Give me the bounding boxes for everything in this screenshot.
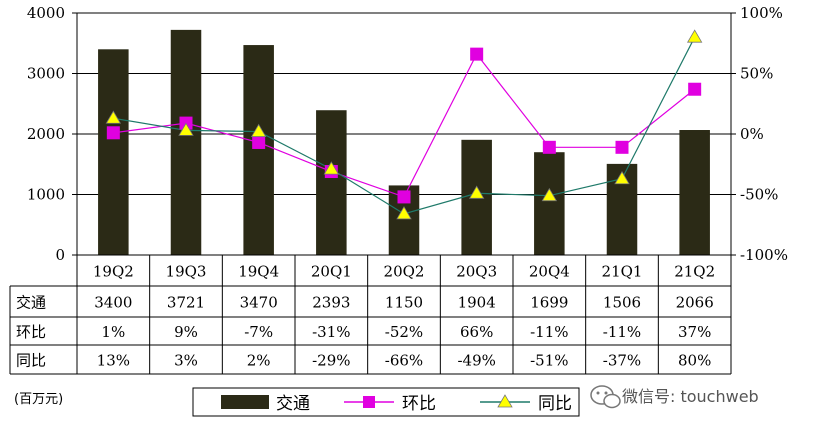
table-cell: 1% — [101, 323, 125, 341]
legend-swatch-square — [363, 396, 375, 408]
data-point-triangle — [468, 185, 485, 199]
table-cell: 2393 — [312, 294, 350, 312]
y-right-tick-label: 0% — [740, 125, 764, 143]
data-point-triangle — [178, 122, 194, 136]
x-tick-label: 20Q2 — [384, 263, 425, 281]
table-row-header: 环比 — [16, 323, 46, 341]
y-right-tick-label: 100% — [740, 4, 783, 22]
wechat-icon — [590, 385, 621, 409]
table-cell: 3470 — [240, 294, 278, 312]
table-cell: 2% — [247, 352, 271, 370]
x-tick-label: 20Q1 — [311, 263, 352, 281]
table-cell: 1699 — [530, 294, 568, 312]
legend-swatch-bar — [221, 395, 269, 409]
table-cell: 1506 — [603, 294, 641, 312]
data-point-square — [688, 82, 702, 96]
watermark: 微信号: touchweb — [590, 385, 759, 409]
data-point-triangle — [105, 110, 122, 124]
table-cell: 1904 — [458, 294, 496, 312]
table-cell: -11% — [603, 323, 641, 341]
unit-label: (百万元) — [14, 392, 63, 407]
y-left-tick-label: 1000 — [27, 186, 65, 204]
y-left-tick-label: 3000 — [27, 65, 65, 83]
table-row-header: 交通 — [16, 294, 46, 312]
legend-label: 交通 — [276, 394, 310, 414]
axes: 0 1000 2000 3000 4000 -100% -50% 0% 50% 100% — [27, 4, 788, 264]
x-tick-label: 21Q2 — [674, 263, 715, 281]
x-tick-label: 19Q3 — [166, 263, 207, 281]
data-point-square — [542, 140, 556, 154]
data-point-triangle — [396, 206, 412, 220]
table-cell: 3400 — [94, 294, 132, 312]
y-right-tick-label: -50% — [740, 186, 778, 204]
x-tick-label: 20Q4 — [529, 263, 570, 281]
data-point-triangle — [323, 161, 340, 175]
bar — [534, 152, 565, 255]
table-cell: 13% — [97, 352, 130, 370]
line-series — [105, 29, 703, 220]
data-point-square — [252, 135, 266, 149]
y-left-tick-label: 2000 — [27, 125, 65, 143]
data-point-square — [106, 126, 120, 140]
data-point-triangle — [686, 29, 703, 43]
data-point-square — [615, 140, 629, 154]
bar — [98, 49, 129, 255]
table-cell: 37% — [678, 323, 711, 341]
watermark-text: 微信号: touchweb — [622, 387, 759, 406]
y-right-tick-label: 50% — [740, 65, 773, 83]
table-cell: -66% — [385, 352, 423, 370]
bar — [243, 45, 274, 255]
y-right-tick-label: -100% — [740, 246, 788, 264]
x-tick-label: 20Q3 — [456, 263, 497, 281]
table-cell: 80% — [678, 352, 711, 370]
y-left-tick-label: 4000 — [27, 4, 65, 22]
data-point-triangle — [541, 187, 558, 202]
legend-label: 同比 — [538, 394, 572, 414]
table-cell: 9% — [174, 323, 198, 341]
data-point-square — [397, 190, 411, 204]
bar — [316, 110, 347, 255]
data-point-square — [470, 47, 484, 61]
bar — [170, 29, 202, 255]
table-cell: -11% — [530, 323, 568, 341]
table-cell: -52% — [385, 323, 423, 341]
y-left-tick-label: 0 — [55, 246, 65, 264]
legend-label: 环比 — [402, 394, 436, 414]
table-cell: -29% — [312, 352, 350, 370]
data-point-triangle — [614, 170, 630, 185]
table-row-header: 同比 — [16, 352, 46, 370]
table-cell: 3% — [174, 352, 198, 370]
legend-swatch-triangle — [497, 394, 513, 408]
x-tick-label: 19Q2 — [93, 263, 134, 281]
table-cell: -31% — [312, 323, 350, 341]
table-cell: -49% — [457, 352, 495, 370]
table-cell: -7% — [244, 323, 273, 341]
x-tick-label: 21Q1 — [602, 263, 643, 281]
x-tick-label: 19Q4 — [238, 263, 279, 281]
table-cell: 3721 — [167, 294, 205, 312]
table-cell: 1150 — [385, 294, 423, 312]
table-cell: -51% — [530, 352, 568, 370]
table-cell: 2066 — [676, 294, 714, 312]
data-table: 19Q2 19Q3 19Q4 20Q1 20Q2 20Q3 20Q4 21Q1 21Q2 交通 34… — [9, 254, 732, 375]
table-cell: -37% — [603, 352, 641, 370]
legend: 交通 环比 同比 — [192, 387, 580, 417]
table-cell: 66% — [460, 323, 493, 341]
bar-series — [98, 29, 710, 255]
bar — [679, 130, 710, 255]
data-point-triangle — [250, 123, 267, 137]
